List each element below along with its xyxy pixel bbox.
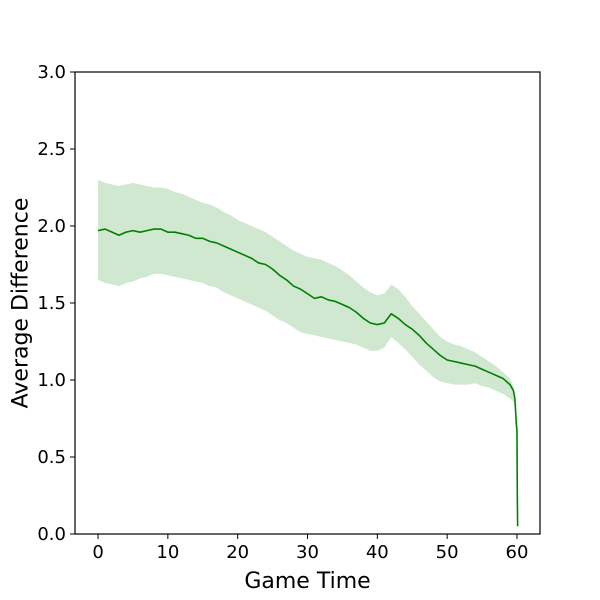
y-tick-label: 2.5 [37,139,66,160]
y-tick-label: 1.5 [37,293,66,314]
x-tick-label: 20 [226,542,249,563]
y-tick-label: 0.5 [37,447,66,468]
y-tick-label: 1.0 [37,370,66,391]
confidence-band-layer [98,179,518,528]
x-tick-label: 10 [156,542,179,563]
x-tick-label: 30 [296,542,319,563]
y-axis-title: Average Difference [9,198,34,409]
x-axis-title: Game Time [244,569,370,594]
y-tick-label: 0.0 [37,524,66,545]
x-tick-label: 60 [506,542,529,563]
y-tick-label: 3.0 [37,62,66,83]
x-axis-ticks: 0 10 20 30 40 50 60 [92,534,528,563]
series-line [97,228,519,527]
series-line-layer [97,228,519,527]
x-tick-label: 40 [366,542,389,563]
x-tick-label: 50 [436,542,459,563]
confidence-band [98,179,518,528]
y-tick-label: 2.0 [37,216,66,237]
y-axis-ticks: 0.0 0.5 1.0 1.5 2.0 2.5 3.0 [37,62,75,545]
x-tick-label: 0 [92,542,103,563]
